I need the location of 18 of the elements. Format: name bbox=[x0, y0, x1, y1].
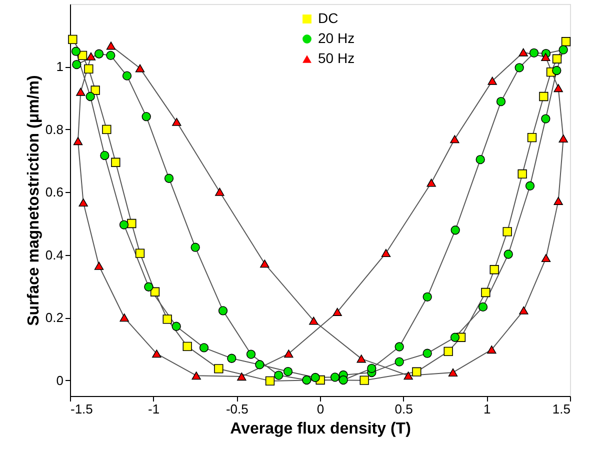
x-tick-label: 1 bbox=[484, 402, 491, 416]
y-tick-label: 1 bbox=[56, 59, 64, 74]
y-tick-label: 0.8 bbox=[45, 122, 64, 137]
x-tick-label: 1.5 bbox=[552, 402, 570, 416]
legend-label: 20 Hz bbox=[318, 30, 355, 46]
x-axis-title: Average flux density (T) bbox=[230, 420, 411, 438]
legend-label: 50 Hz bbox=[318, 50, 355, 66]
y-tick-label: 0 bbox=[56, 372, 64, 388]
x-tick-label: -0.5 bbox=[226, 402, 248, 416]
y-axis-title: Surface magnetostriction (μm/m) bbox=[25, 75, 42, 326]
y-tick-label: 0.4 bbox=[45, 247, 64, 262]
x-tick-label: 0.5 bbox=[394, 402, 413, 416]
x-tick-label: -1 bbox=[148, 402, 160, 416]
x-tick-label: -1.5 bbox=[70, 402, 93, 416]
y-tick-label: 0.2 bbox=[45, 310, 64, 326]
x-tick-label: 0 bbox=[316, 402, 324, 416]
y-tick-label: 0.6 bbox=[45, 184, 64, 200]
legend-label: DC bbox=[318, 10, 338, 26]
